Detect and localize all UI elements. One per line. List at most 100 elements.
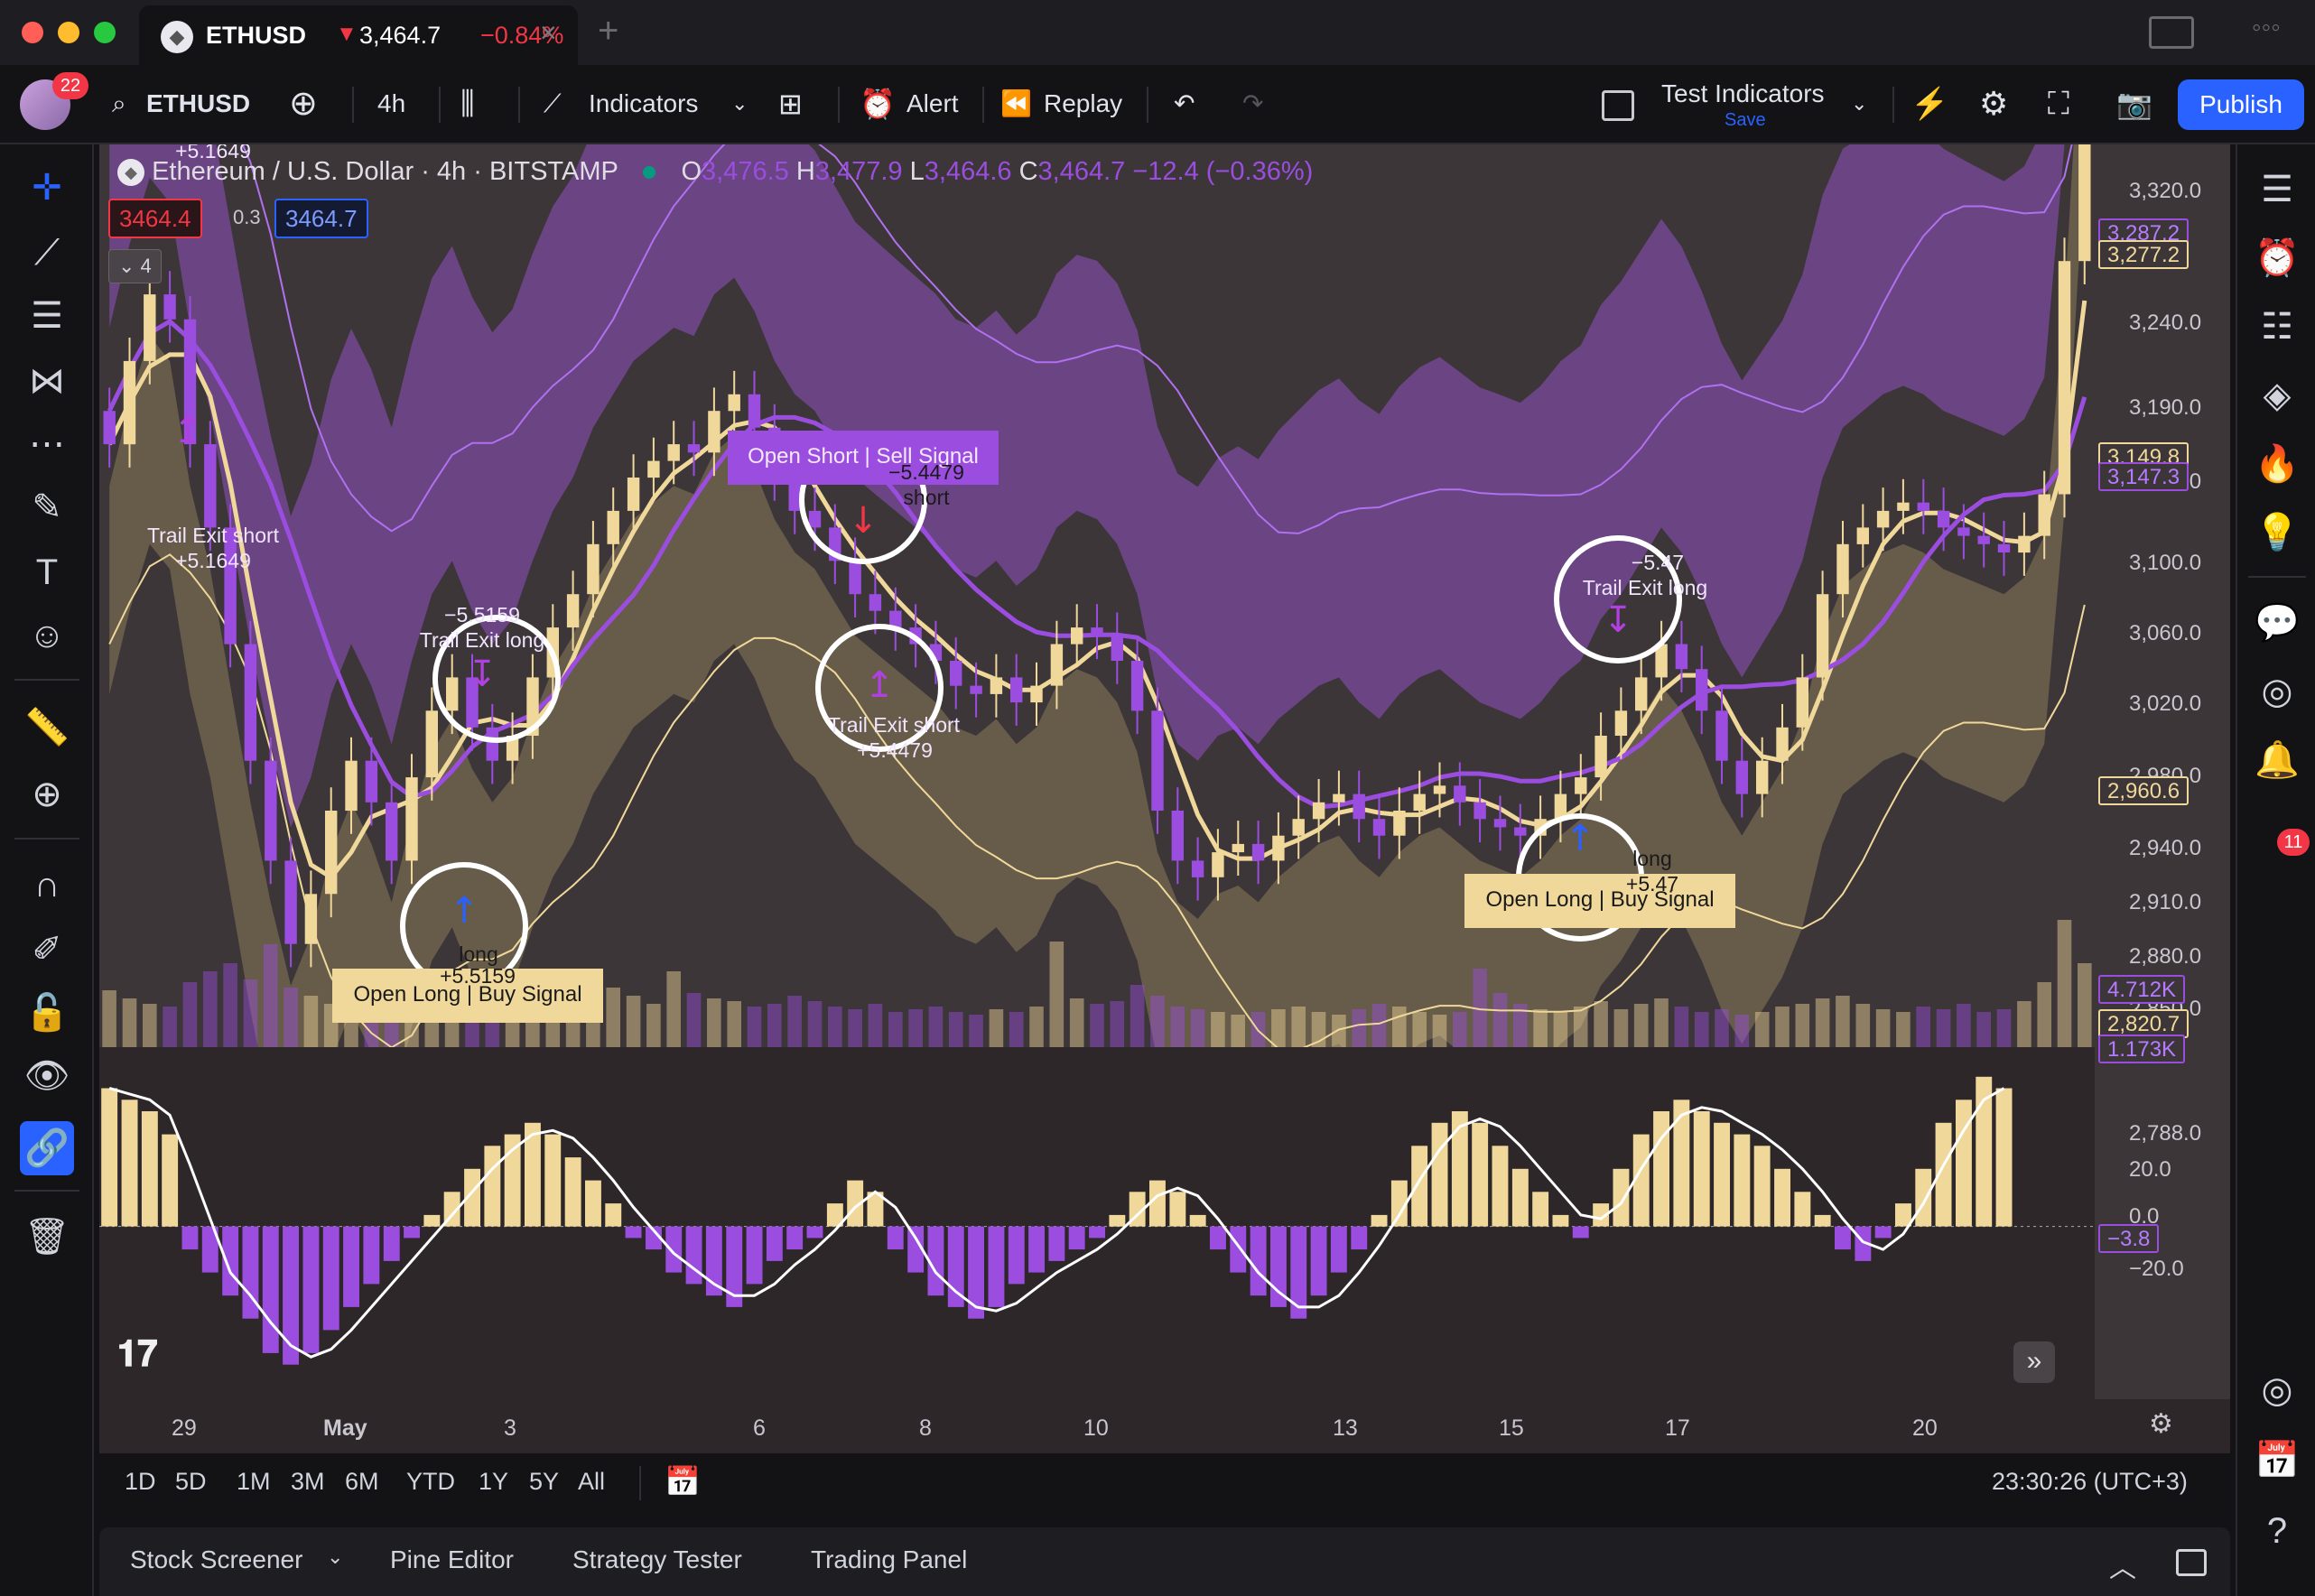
brush-icon[interactable]: ✎ [32,487,62,527]
range-button-all[interactable]: All [578,1468,606,1495]
volume-bar [1815,998,1830,1047]
redo-icon[interactable]: ↷ [1242,89,1264,117]
buy-price-button[interactable]: 3464.7 [274,199,368,238]
tradingview-logo[interactable]: 𝟏𝟕 [117,1334,158,1374]
minimize-window-button[interactable] [58,22,79,43]
indicators-button[interactable]: Indicators [589,89,699,117]
pattern-icon[interactable]: ⋈ [29,361,65,401]
close-tab-icon[interactable]: × [540,16,557,49]
stay-in-drawing-icon[interactable]: ✐ [32,930,62,970]
candle-body [1433,785,1446,794]
range-button-1d[interactable]: 1D [125,1468,156,1495]
replay-icon[interactable]: ⏪ [1000,89,1032,117]
watchlist-icon[interactable]: ☰ [2261,170,2293,209]
close-window-button[interactable] [22,22,43,43]
quick-search-icon[interactable]: ⚡ [1911,87,1949,121]
eye-icon[interactable]: 👁 [23,1056,70,1096]
indicators-icon[interactable]: ⟋ [544,89,562,117]
chart-pane[interactable]: ↑ ↓ ↧ ↥ ↧ ↑ ↥ ◆ Ethereum / U.S. Dollar · 4h · … [99,144,2230,1453]
chat-icon[interactable]: 💬 [2255,603,2300,643]
volume-bar [1553,1012,1568,1047]
help-icon[interactable]: ? [2266,1511,2288,1551]
crosshair-icon[interactable]: ✛ [32,168,62,208]
tab-stock-screener[interactable]: Stock Screener [130,1545,303,1573]
volume-bar [1836,996,1850,1047]
tab-strategy-tester[interactable]: Strategy Tester [572,1545,742,1573]
volume-bar [1613,1009,1629,1047]
chart-canvas[interactable]: ↑ ↓ ↧ ↥ ↧ ↑ ↥ [99,144,2230,1453]
range-button-5y[interactable]: 5Y [529,1468,560,1495]
maximize-window-button[interactable] [94,22,116,43]
trend-line-icon[interactable]: ⟋ [34,233,60,273]
text-tool-icon[interactable]: T [35,552,59,592]
tab-trading-panel[interactable]: Trading Panel [811,1545,968,1573]
undo-icon[interactable]: ↶ [1174,89,1195,117]
chart-settings-gear-icon[interactable]: ⚙ [2149,1409,2173,1439]
candle-body [1937,510,1950,528]
layers-icon[interactable]: ◈ [2263,376,2292,415]
fib-retracement-icon[interactable]: ☰ [31,296,63,336]
chevron-down-icon[interactable]: ⌄ [731,92,748,115]
dom-target-icon[interactable]: ◎ [2261,1370,2293,1410]
range-button-5d[interactable]: 5D [175,1468,207,1495]
range-button-1y[interactable]: 1Y [479,1468,509,1495]
fullscreen-icon[interactable]: ⛶ [2048,87,2069,121]
clock-timezone[interactable]: 23:30:26 (UTC+3) [1992,1468,2188,1495]
emoji-icon[interactable]: ☺ [28,616,66,655]
search-icon[interactable]: ⌕ [112,89,126,117]
go-to-date-icon[interactable]: 📅 [665,1465,701,1498]
volume-bar [223,963,237,1047]
publish-button[interactable]: Publish [2178,79,2304,130]
ideas-lightbulb-icon[interactable]: 💡 [2255,513,2300,552]
range-button-3m[interactable]: 3M [291,1468,325,1495]
oscillator-histogram-bar [464,1168,480,1227]
lock-icon[interactable]: 🔓 [24,993,70,1033]
notifications-bell-icon[interactable]: 🔔 [2255,740,2300,780]
sell-price-button[interactable]: 3464.4 [108,199,202,238]
expand-panel-chevron-up-icon[interactable]: ︿ [2109,1554,2136,1583]
range-button-ytd[interactable]: YTD [406,1468,455,1495]
interval-button[interactable]: 4h [377,89,406,117]
zoom-in-icon[interactable]: ⊕ [32,775,62,814]
range-button-6m[interactable]: 6M [345,1468,379,1495]
candle-body [1413,793,1426,812]
alerts-clock-icon[interactable]: ⏰ [2255,238,2300,278]
candles-chart-type-icon[interactable]: ⫼ [460,87,475,121]
stock-screener-chevron-down-icon[interactable]: ⌄ [327,1545,344,1568]
link-icon[interactable]: 🔗 [20,1121,74,1175]
layout-chevron-down-icon[interactable]: ⌄ [1851,92,1868,115]
collapse-indicators-button[interactable]: ⌄ 4 [108,249,162,283]
range-button-1m[interactable]: 1M [237,1468,271,1495]
open-long-signal-label-2: Open Long | Buy Signal [1464,874,1735,928]
snapshot-camera-icon[interactable]: 📷 [2116,88,2152,120]
more-options-icon[interactable]: ◦◦◦ [2252,13,2281,42]
replay-button[interactable]: Replay [1044,89,1123,117]
magnet-icon[interactable]: ∩ [33,865,60,905]
object-tree-icon[interactable]: ☷ [2261,307,2293,347]
templates-grid-icon[interactable]: ⊞ [778,88,803,120]
calendar-icon[interactable]: 📅 [2255,1441,2300,1480]
ruler-icon[interactable]: 📏 [24,708,70,747]
symbol-search-button[interactable]: ETHUSD [146,89,251,117]
maximize-panel-icon[interactable] [2176,1549,2207,1576]
streams-icon[interactable]: ◎ [2261,672,2293,711]
trash-icon[interactable]: 🗑 [23,1217,70,1257]
scroll-to-realtime-icon[interactable]: » [2013,1341,2055,1383]
price-tick: 3,100.0 [2129,551,2202,575]
volume-bar [1855,1004,1871,1047]
tab-pine-editor[interactable]: Pine Editor [390,1545,514,1573]
screen-layout-icon[interactable] [2149,16,2194,49]
prediction-icon[interactable]: ⋯ [29,424,65,464]
settings-gear-icon[interactable]: ⚙ [1979,85,2009,122]
volume-bar [888,1012,903,1047]
alarm-clock-icon[interactable]: ⏰ [860,88,896,120]
compare-symbol-icon[interactable]: ⊕ [289,85,318,123]
layout-checkbox-icon[interactable] [1602,90,1634,121]
candle-body [1897,502,1910,511]
volume-bar [1533,1009,1548,1047]
layout-name[interactable]: Test Indicators [1661,79,1825,107]
new-tab-button[interactable]: + [598,11,619,51]
hotlist-flame-icon[interactable]: 🔥 [2255,444,2300,484]
tab-ethusd[interactable]: ◆ ETHUSD ▼ 3,464.7 −0.84% × [139,5,578,65]
alert-button[interactable]: Alert [906,89,959,117]
